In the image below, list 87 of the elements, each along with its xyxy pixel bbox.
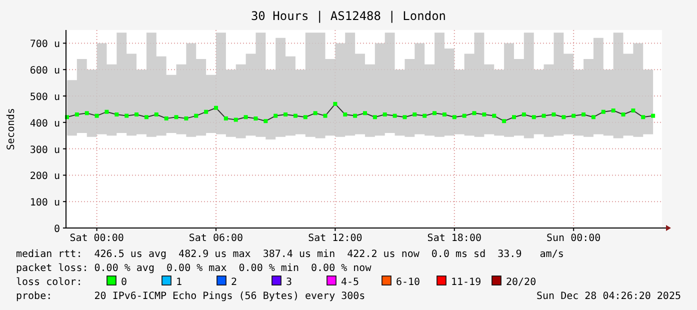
point — [313, 111, 318, 116]
point — [402, 115, 407, 120]
point — [492, 114, 496, 118]
legend-title: loss color: — [16, 277, 82, 288]
point — [611, 108, 616, 113]
point — [323, 114, 328, 118]
point — [234, 118, 238, 122]
y-tick-label: 200 u — [30, 171, 60, 182]
point — [204, 110, 208, 114]
point — [224, 116, 228, 120]
point — [104, 110, 109, 114]
point — [293, 114, 298, 118]
point — [462, 114, 466, 118]
x-tick-label: Sat 12:00 — [308, 233, 362, 244]
x-tick-label: Sat 06:00 — [188, 233, 244, 244]
x-tick-label: Sat 00:00 — [70, 233, 124, 244]
x-tick-label: Sun 00:00 — [546, 233, 601, 244]
point — [144, 115, 148, 120]
point — [382, 112, 387, 116]
y-tick-label: 300 u — [30, 144, 60, 156]
legend-label: 20/20 — [506, 277, 536, 288]
point — [244, 115, 248, 120]
point — [442, 112, 446, 116]
point — [552, 112, 556, 116]
point — [174, 115, 178, 120]
point — [372, 115, 377, 120]
point — [482, 112, 486, 116]
legend-label: 2 — [231, 277, 238, 288]
legend-label: 11-19 — [451, 277, 482, 288]
point — [184, 116, 188, 120]
point — [154, 112, 158, 116]
point — [303, 115, 308, 120]
legend-label: 0 — [121, 277, 128, 288]
y-tick-label: 600 u — [30, 66, 60, 77]
text: probe: 20 IPv6-ICMP Echo Pings (56 Bytes) every 300s — [16, 291, 366, 302]
point — [641, 115, 646, 120]
y-tick-label: 500 u — [30, 92, 60, 103]
legend-label: 4-5 — [341, 277, 360, 288]
x-tick-label: Sat 18:00 — [427, 233, 482, 244]
point — [362, 111, 367, 116]
point — [631, 108, 636, 113]
point — [114, 112, 119, 116]
point — [74, 112, 79, 116]
text: Sun Dec 28 04:26:20 2025 — [536, 291, 681, 302]
point — [284, 112, 288, 116]
y-tick-label: 400 u — [30, 118, 60, 130]
point — [591, 115, 596, 120]
legend-label: 3 — [286, 277, 292, 288]
point — [343, 112, 348, 116]
point — [392, 114, 397, 118]
point — [532, 115, 536, 120]
point — [333, 102, 338, 106]
point — [502, 119, 506, 124]
point — [264, 119, 268, 124]
point — [512, 115, 516, 120]
y-tick-label: 100 u — [30, 198, 60, 209]
point — [84, 111, 89, 116]
point — [194, 114, 198, 118]
text: packet loss: 0.00 % avg 0.00 % max 0.00 % min 0.00 % now — [16, 263, 372, 274]
point — [124, 114, 129, 118]
legend-label: 1 — [176, 277, 182, 288]
point — [562, 115, 566, 120]
point — [601, 110, 606, 114]
point — [274, 114, 278, 118]
text: median rtt: 426.5 us avg 482.9 us max 387.4 us min 422.2 us now 0.0 ms sd 33.9 am/s — [16, 249, 564, 260]
point — [94, 114, 99, 118]
point — [254, 116, 258, 120]
point — [621, 112, 626, 116]
y-tick-label: 0 — [54, 224, 60, 235]
point — [582, 112, 586, 116]
point — [412, 112, 417, 116]
point — [214, 106, 218, 110]
point — [572, 114, 576, 118]
point — [134, 112, 139, 116]
legend-label: 6-10 — [396, 277, 420, 288]
point — [164, 116, 168, 120]
y-tick-label: 700 u — [30, 39, 60, 50]
point — [353, 114, 358, 118]
point — [422, 114, 427, 118]
y-axis-title: Seconds — [6, 108, 17, 150]
chart-title: 30 Hours | AS12488 | London — [250, 9, 446, 23]
point — [432, 111, 437, 116]
point — [522, 112, 526, 116]
point — [651, 114, 656, 118]
point — [472, 111, 476, 116]
point — [542, 114, 546, 118]
point — [452, 115, 456, 120]
